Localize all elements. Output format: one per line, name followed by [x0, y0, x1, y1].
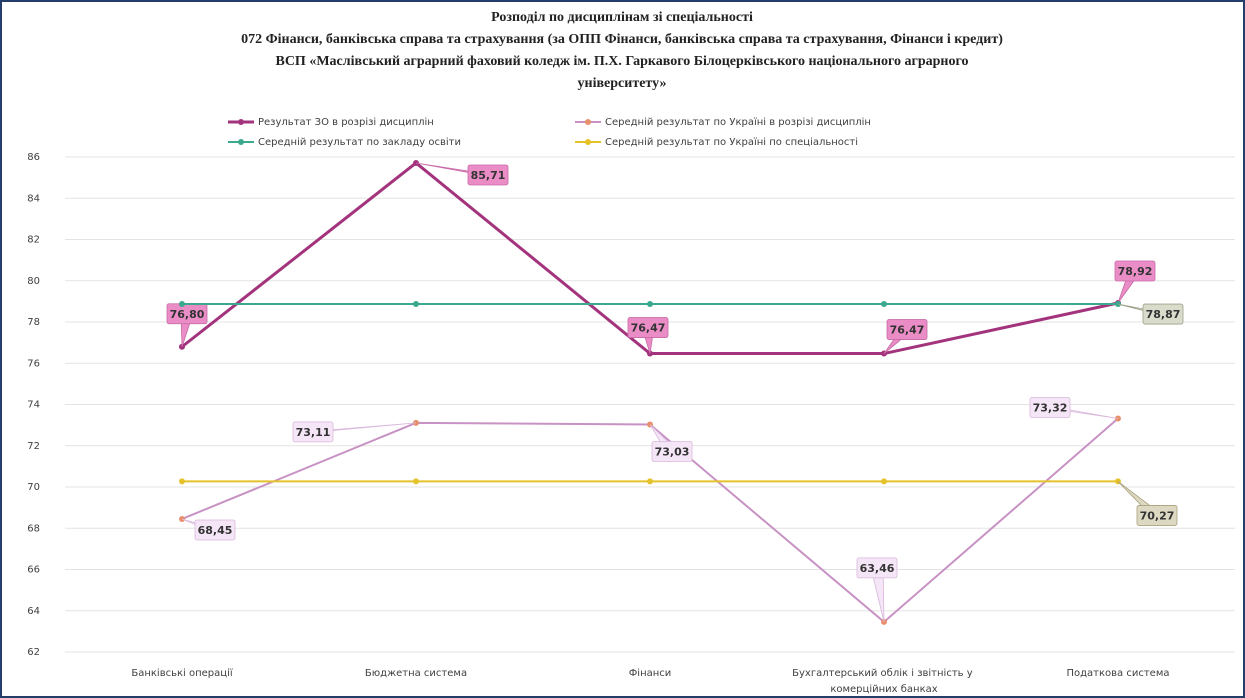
data-label-box	[627, 317, 669, 338]
y-tick-label: 66	[27, 565, 40, 576]
data-label-box	[1029, 397, 1071, 418]
data-label: 78,92	[1118, 265, 1153, 278]
data-point	[413, 301, 419, 308]
data-label: 76,47	[631, 322, 666, 335]
x-tick-label-line: Бухгалтерський облік і звітність у	[792, 667, 976, 679]
data-label: 76,47	[890, 324, 925, 337]
y-tick-label: 62	[27, 647, 40, 658]
data-label: 73,11	[296, 426, 331, 439]
data-label-box	[467, 164, 509, 186]
data-label-box	[1142, 303, 1184, 325]
x-tick-label: Фінанси	[629, 667, 672, 679]
y-tick-label: 70	[27, 482, 40, 493]
legend-label: Середній результат по Україні по спеціал…	[605, 136, 858, 148]
y-tick-label: 80	[27, 276, 40, 287]
y-tick-label: 76	[27, 358, 40, 369]
legend-marker	[238, 139, 244, 145]
data-point	[179, 301, 185, 308]
data-label: 78,87	[1146, 308, 1181, 321]
data-label-box	[1114, 260, 1156, 282]
legend-label: Результат ЗО в розрізі дисциплін	[258, 116, 434, 128]
chart-title: 072 Фінанси, банківська справа та страху…	[241, 32, 1003, 47]
data-point	[647, 478, 653, 485]
y-tick-label: 64	[27, 606, 40, 617]
data-label-box	[856, 557, 898, 579]
legend-marker	[585, 139, 591, 145]
y-tick-label: 84	[27, 193, 40, 204]
legend-marker	[585, 119, 591, 125]
data-label: 68,45	[198, 524, 233, 537]
legend-label: Середній результат по Україні в розрізі …	[605, 116, 871, 128]
data-label: 63,46	[860, 562, 895, 575]
x-tick-label: Банківські операції	[131, 667, 232, 679]
data-label: 70,27	[1140, 509, 1175, 522]
data-label-box	[651, 441, 693, 462]
chart-title: Розподіл по дисциплінам зі спеціальності	[491, 10, 753, 25]
x-tick-label: Бухгалтерський облік і звітність у комер…	[792, 667, 976, 695]
data-label: 76,80	[170, 308, 205, 321]
y-tick-label: 68	[27, 523, 40, 534]
data-label: 73,32	[1033, 402, 1068, 415]
x-tick-label-line: комерційних банках	[830, 683, 937, 695]
legend-marker	[238, 119, 244, 125]
y-tick-label: 74	[27, 400, 40, 411]
y-tick-label: 78	[27, 317, 40, 328]
data-label: 73,03	[655, 446, 690, 459]
data-point	[647, 301, 653, 308]
y-tick-label: 72	[27, 441, 40, 452]
data-point	[881, 478, 887, 485]
data-label-box	[1136, 505, 1178, 526]
data-label: 85,71	[471, 169, 506, 182]
y-tick-label: 86	[27, 152, 40, 163]
data-label-box	[292, 421, 334, 443]
data-label-box	[194, 519, 236, 541]
data-label-box	[886, 319, 928, 340]
x-tick-label: Податкова система	[1066, 668, 1169, 679]
chart-title: ВСП «Маслівський аграрний фаховий коледж…	[275, 54, 968, 69]
data-point	[881, 301, 887, 308]
x-tick-label: Бюджетна система	[365, 668, 467, 679]
y-tick-label: 82	[27, 235, 40, 246]
data-point	[413, 478, 419, 485]
legend-label: Середній результат по закладу освіти	[258, 136, 461, 148]
data-point	[179, 478, 185, 485]
chart-title: університету»	[578, 76, 667, 91]
